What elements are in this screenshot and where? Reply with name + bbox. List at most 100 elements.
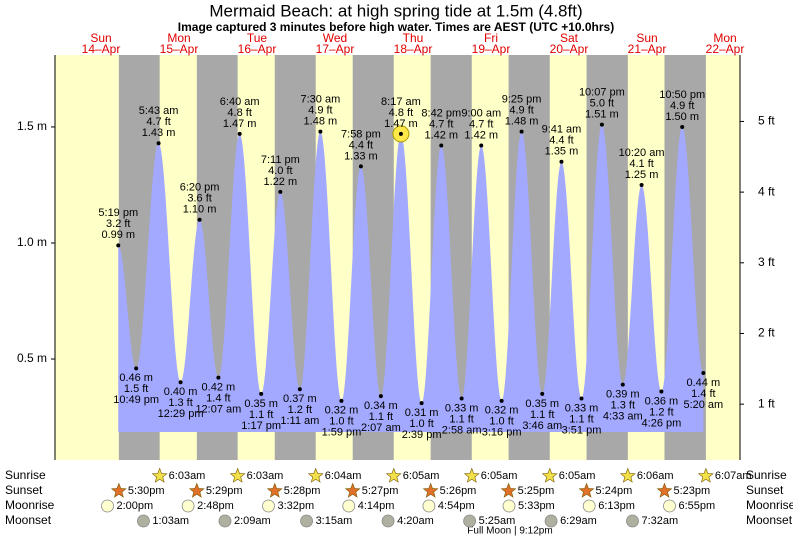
- tide-label: 9:00 am: [461, 107, 501, 119]
- moon-icon: [300, 514, 313, 528]
- moon-icon: [626, 514, 639, 528]
- moon-icon: [181, 499, 195, 513]
- tide-label: 1.42 m: [464, 129, 498, 141]
- date-label: 19–Apr: [472, 42, 511, 56]
- tide-label: 1.25 m: [625, 169, 659, 181]
- weekday-label: Tue: [247, 31, 268, 45]
- tide-label: 8:42 pm: [421, 107, 461, 119]
- moon-icon: [137, 514, 150, 528]
- moonrise-time: 3:32pm: [277, 500, 314, 512]
- tide-label: 9:41 am: [542, 124, 582, 136]
- weekday-label: Thu: [403, 31, 424, 45]
- moonrise-time: 6:55pm: [678, 500, 715, 512]
- tide-point: [259, 391, 264, 396]
- tide-point: [216, 375, 221, 380]
- chart-title: Mermaid Beach: at high spring tide at 1.…: [209, 1, 582, 20]
- moonrise-time: 2:00pm: [117, 500, 154, 512]
- tide-label: 5.0 ft: [590, 98, 614, 110]
- tide-label: 1.43 m: [142, 127, 176, 139]
- sun-icon: [500, 482, 517, 498]
- sun-icon: [188, 482, 205, 498]
- row-label: Moonset: [5, 513, 52, 527]
- sunrise-time: 6:05am: [403, 470, 440, 482]
- tide-label: 1.48 m: [304, 115, 338, 127]
- tide-label: 4.9 ft: [670, 100, 694, 112]
- moonrise-time: 2:48pm: [197, 500, 234, 512]
- tide-label: 0.39 m: [606, 388, 640, 400]
- date-label: 18–Apr: [394, 42, 433, 56]
- moon-icon: [663, 499, 676, 513]
- tide-label: 0.37 m: [283, 393, 317, 405]
- moonset-time: 1:03am: [152, 515, 189, 527]
- y2-tick-label: 5 ft: [758, 114, 775, 128]
- date-label: 14–Apr: [82, 42, 121, 56]
- tide-point: [639, 182, 644, 187]
- tide-label: 3:51 pm: [562, 424, 602, 436]
- moonset-time: 3:15am: [316, 515, 353, 527]
- sunset-time: 5:25pm: [518, 485, 555, 497]
- moon-icon: [544, 514, 558, 528]
- tide-point: [559, 159, 564, 164]
- tide-point: [499, 398, 504, 403]
- tide-point: [378, 394, 383, 399]
- tide-label: 0.35 m: [525, 398, 559, 410]
- tide-label: 1.3 ft: [168, 397, 192, 409]
- tide-label: 10:20 am: [619, 147, 665, 159]
- tide-point: [358, 164, 363, 169]
- tide-label: 0.42 m: [202, 382, 236, 394]
- tide-label: 1.0 ft: [329, 416, 353, 428]
- row-label-right: Moonrise: [746, 498, 793, 512]
- y2-tick-label: 4 ft: [758, 184, 775, 198]
- tide-point: [620, 382, 625, 387]
- tide-label: 1:11 am: [280, 415, 319, 427]
- row-label: Moonrise: [5, 498, 55, 512]
- tide-label: 3.6 ft: [187, 193, 211, 205]
- tide-label: 5:20 am: [683, 399, 723, 411]
- sunrise-time: 6:07am: [715, 470, 752, 482]
- sun-icon: [697, 467, 714, 483]
- tide-label: 3:46 am: [522, 420, 562, 432]
- sun-icon: [151, 467, 168, 483]
- moonrise-time: 6:13pm: [598, 500, 635, 512]
- tide-label: 7:58 pm: [341, 128, 381, 140]
- tide-area: [118, 124, 704, 433]
- tide-label: 4.9 ft: [509, 104, 533, 116]
- sun-icon: [578, 482, 595, 498]
- row-label-right: Sunset: [746, 483, 784, 497]
- sunrise-time: 6:05am: [481, 470, 518, 482]
- sunrise-time: 6:03am: [169, 470, 206, 482]
- tide-point: [339, 398, 344, 403]
- tide-point: [439, 143, 444, 148]
- tide-point: [659, 389, 664, 394]
- weekday-label: Wed: [323, 31, 347, 45]
- moonrise-time: 4:54pm: [438, 500, 475, 512]
- row-label-right: Moonset: [746, 513, 793, 527]
- tide-label: 0.35 m: [244, 398, 278, 410]
- tide-point: [419, 401, 424, 406]
- tide-label: 7:30 am: [301, 93, 341, 105]
- tide-label: 12:07 am: [195, 404, 241, 416]
- tide-point: [178, 380, 183, 385]
- moon-icon: [502, 499, 516, 513]
- moon-icon: [262, 499, 275, 513]
- moon-icon: [101, 499, 114, 513]
- sunrise-time: 6:03am: [247, 470, 284, 482]
- tide-point: [278, 189, 283, 194]
- tide-label: 0.33 m: [445, 402, 479, 414]
- moonset-time: 7:32am: [641, 515, 678, 527]
- tide-label: 1.10 m: [183, 204, 217, 216]
- tide-point: [459, 396, 464, 401]
- tide-point: [134, 366, 139, 371]
- moonrise-time: 5:33pm: [518, 500, 555, 512]
- sun-icon: [229, 467, 246, 483]
- weekday-label: Mon: [713, 31, 736, 45]
- date-label: 15–Apr: [160, 42, 199, 56]
- tide-label: 4.7 ft: [146, 116, 170, 128]
- sun-icon: [656, 482, 673, 498]
- tide-label: 1.3 ft: [611, 399, 635, 411]
- tide-label: 0.44 m: [687, 377, 721, 389]
- chart-subtitle: Image captured 3 minutes before high wat…: [178, 20, 614, 34]
- moonset-time: 2:09am: [234, 515, 271, 527]
- sunset-time: 5:23pm: [673, 485, 710, 497]
- tide-label: 10:49 pm: [113, 394, 159, 406]
